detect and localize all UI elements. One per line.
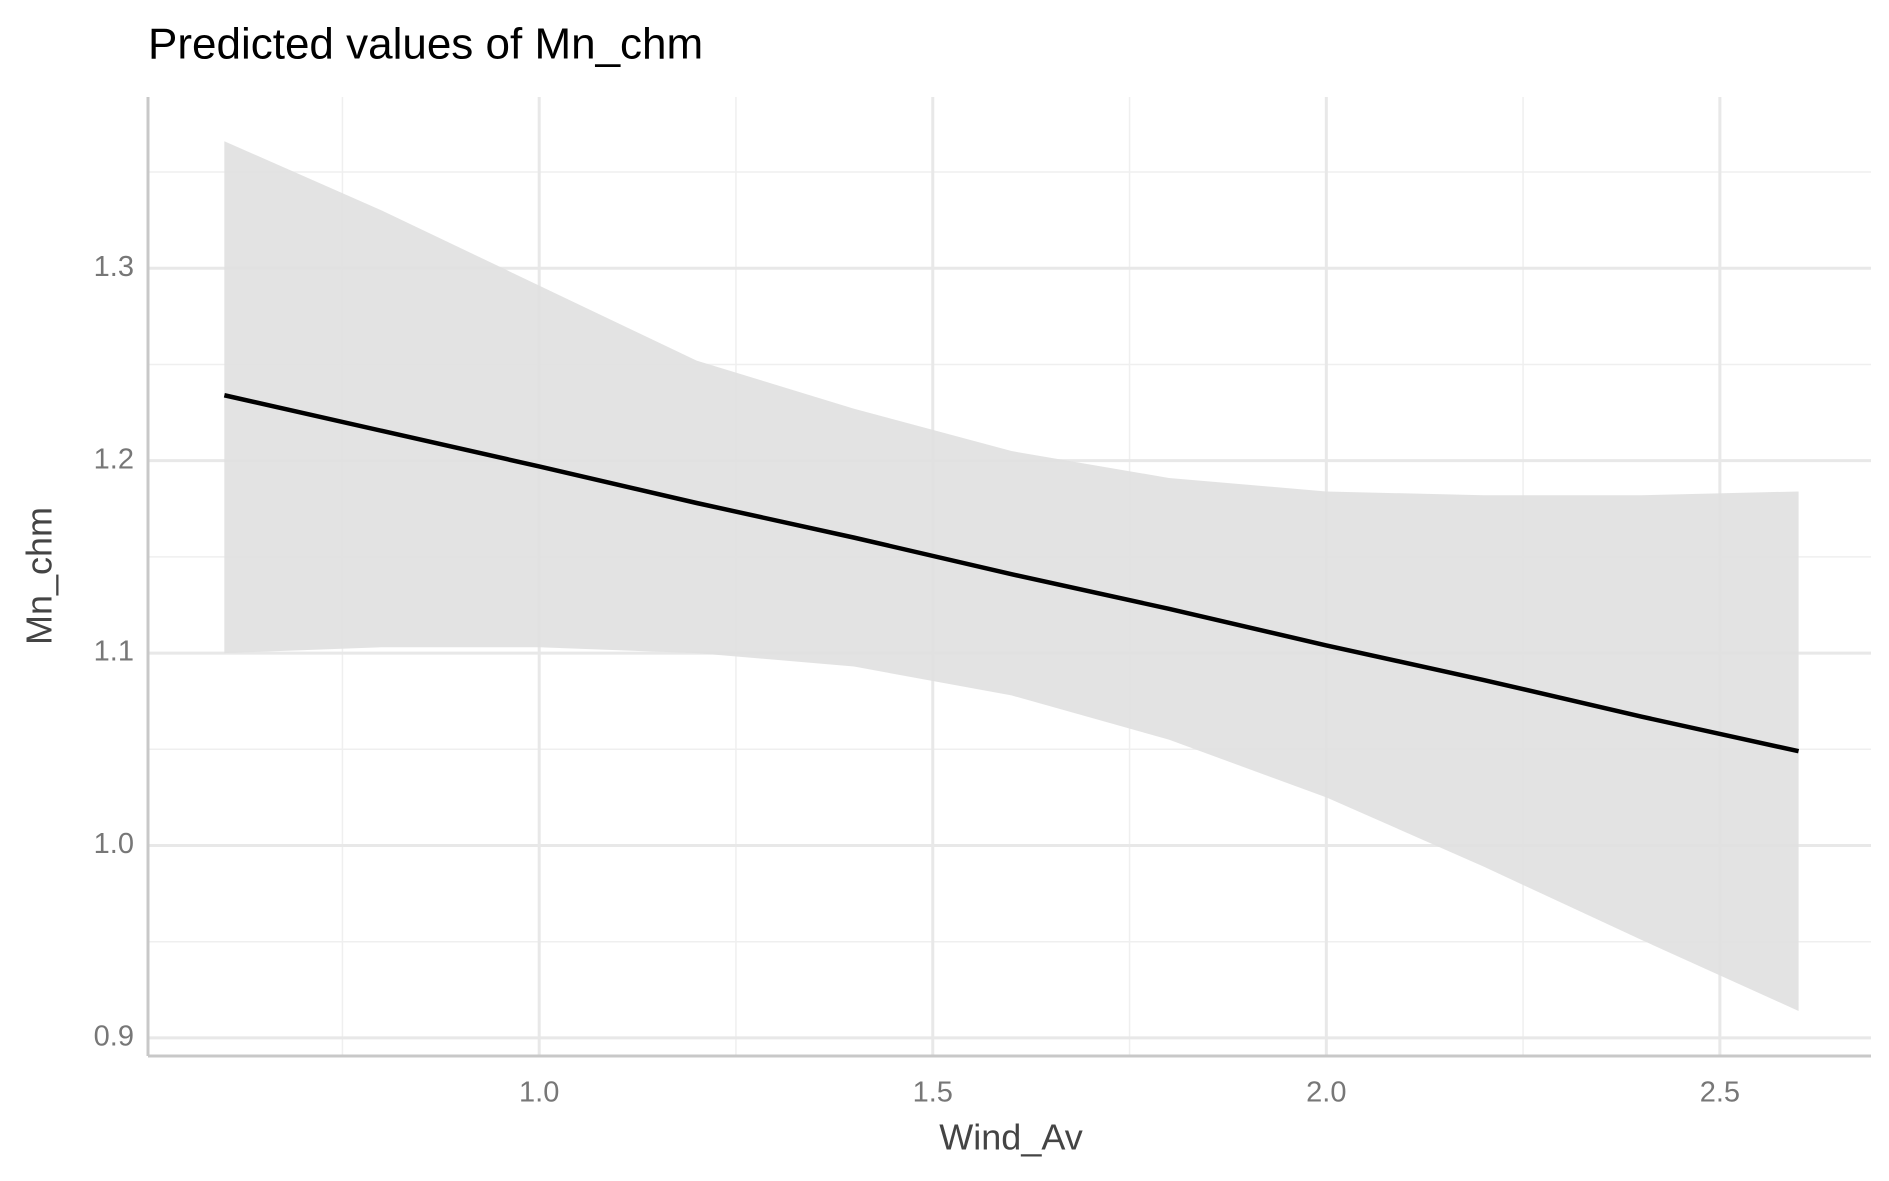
y-tick-label: 0.9	[94, 1021, 134, 1053]
y-axis-title: Mn_chm	[19, 507, 60, 645]
x-tick-label: 1.5	[913, 1077, 953, 1109]
y-tick-label: 1.1	[94, 636, 134, 668]
y-tick-label: 1.0	[94, 828, 134, 860]
y-tick-label: 1.2	[94, 443, 134, 475]
prediction-line	[223, 393, 1800, 754]
x-axis-title: Wind_Av	[939, 1117, 1082, 1158]
y-tick-label: 1.3	[94, 251, 134, 283]
chart-title: Predicted values of Mn_chm	[148, 20, 703, 69]
x-tick-label: 2.5	[1700, 1077, 1740, 1109]
x-tick-label: 2.0	[1306, 1077, 1346, 1109]
x-tick-label: 1.0	[519, 1077, 559, 1109]
